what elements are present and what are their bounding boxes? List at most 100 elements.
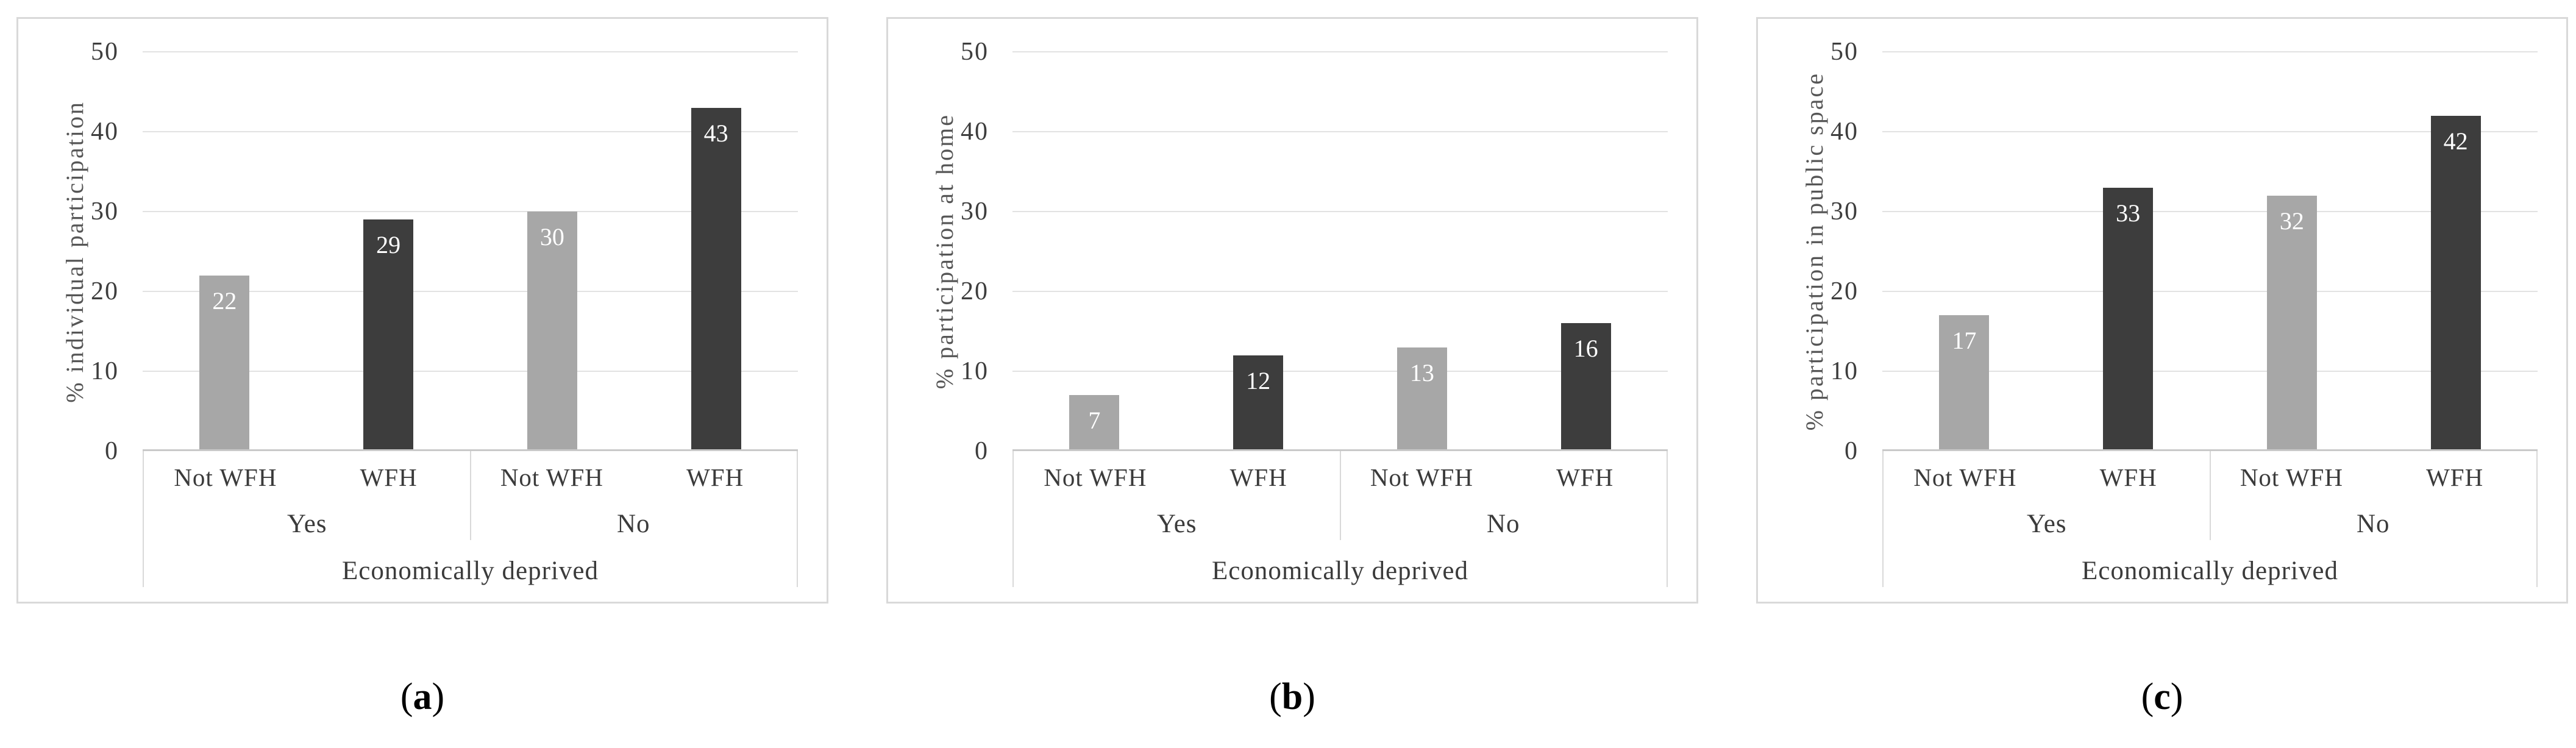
y-tick-label: 20 bbox=[1831, 277, 1859, 305]
chart-panel-a: % individual participation 0 10 20 30 40 50 2… bbox=[16, 17, 828, 604]
category-label: WFH bbox=[1229, 463, 1287, 491]
gridline bbox=[1882, 131, 2538, 132]
x-axis-line bbox=[1012, 449, 1668, 451]
category-label: Not WFH bbox=[1913, 463, 2017, 491]
y-tick-label: 20 bbox=[961, 277, 989, 305]
caption-letter: a bbox=[413, 676, 432, 718]
caption-a: (a) bbox=[16, 675, 828, 719]
bar-value-label: 22 bbox=[212, 287, 237, 315]
gridline bbox=[1882, 51, 2538, 52]
bar-value-label: 30 bbox=[539, 223, 564, 251]
bar-not-wfh-yes: 17 bbox=[1939, 315, 1990, 451]
bar-value-label: 17 bbox=[1952, 327, 1977, 355]
gridline bbox=[143, 51, 798, 52]
bars: 17 33 32 42 bbox=[1882, 52, 2538, 451]
bar-value-label: 7 bbox=[1088, 407, 1101, 435]
group-label: Yes bbox=[1156, 509, 1197, 538]
category-axis: Not WFH WFH Not WFH WFH Yes No Economica… bbox=[1012, 451, 1668, 587]
category-label: WFH bbox=[1556, 463, 1614, 491]
bar-not-wfh-no: 13 bbox=[1397, 347, 1447, 451]
gridline bbox=[1882, 211, 2538, 212]
gridline bbox=[1012, 51, 1668, 52]
group-row: Yes No bbox=[1014, 504, 1667, 544]
y-tick-label: 30 bbox=[91, 198, 119, 226]
x-axis-title: Economically deprived bbox=[2082, 557, 2338, 585]
y-tick-label: 0 bbox=[105, 437, 119, 465]
category-label: Not WFH bbox=[1044, 463, 1147, 491]
bar-value-label: 16 bbox=[1573, 335, 1598, 363]
bar-not-wfh-yes: 22 bbox=[199, 275, 250, 451]
bar-wfh-no: 16 bbox=[1560, 323, 1611, 451]
caption-letter: b bbox=[1281, 676, 1303, 718]
bar-value-label: 13 bbox=[1409, 358, 1434, 386]
y-axis-ticks: 0 10 20 30 40 50 bbox=[18, 39, 119, 464]
caption-paren: ( bbox=[2141, 676, 2154, 718]
group-label: No bbox=[1486, 509, 1520, 538]
y-tick-label: 0 bbox=[975, 437, 989, 465]
chart-panel-b: % participation at home 0 10 20 30 40 50 7 12 1… bbox=[886, 17, 1698, 604]
bar-wfh-no: 42 bbox=[2430, 115, 2481, 451]
bars: 22 29 30 43 bbox=[143, 52, 798, 451]
gridline bbox=[1012, 291, 1668, 292]
category-label: Not WFH bbox=[174, 463, 277, 491]
caption-b: (b) bbox=[886, 675, 1698, 719]
x-axis-title: Economically deprived bbox=[1212, 557, 1468, 585]
caption-paren: ( bbox=[400, 676, 413, 718]
captions-row: (a) (b) (c) bbox=[16, 675, 2568, 719]
category-axis: Not WFH WFH Not WFH WFH Yes No Economica… bbox=[143, 451, 798, 587]
y-axis-ticks: 0 10 20 30 40 50 bbox=[1758, 39, 1859, 464]
plot-area: 17 33 32 42 bbox=[1882, 51, 2538, 451]
group-label: Yes bbox=[2026, 509, 2067, 538]
x-axis-title: Economically deprived bbox=[342, 557, 599, 585]
bars: 7 12 13 16 bbox=[1012, 52, 1668, 451]
category-label: Not WFH bbox=[500, 463, 603, 491]
gridline bbox=[1012, 211, 1668, 212]
y-tick-label: 30 bbox=[961, 198, 989, 226]
bar-not-wfh-no: 30 bbox=[527, 212, 577, 451]
chart-panel-c: % participation in public space 0 10 20 30 4… bbox=[1756, 17, 2568, 604]
y-tick-label: 50 bbox=[1831, 38, 1859, 66]
y-tick-label: 40 bbox=[1831, 118, 1859, 146]
category-label: Not WFH bbox=[2240, 463, 2343, 491]
gridline bbox=[143, 291, 798, 292]
group-divider bbox=[1339, 451, 1341, 540]
category-label: Not WFH bbox=[1370, 463, 1473, 491]
x-axis-line bbox=[1882, 449, 2538, 451]
plot-area: 22 29 30 43 bbox=[143, 51, 798, 451]
category-row: Not WFH WFH Not WFH WFH bbox=[1884, 451, 2536, 504]
gridline bbox=[1012, 371, 1668, 372]
y-tick-label: 10 bbox=[91, 357, 119, 385]
group-divider bbox=[469, 451, 471, 540]
y-tick-label: 10 bbox=[1831, 357, 1859, 385]
category-axis: Not WFH WFH Not WFH WFH Yes No Economica… bbox=[1882, 451, 2538, 587]
y-tick-label: 40 bbox=[91, 118, 119, 146]
group-label: No bbox=[616, 509, 650, 538]
bar-value-label: 33 bbox=[2116, 199, 2141, 227]
y-tick-label: 40 bbox=[961, 118, 989, 146]
category-row: Not WFH WFH Not WFH WFH bbox=[144, 451, 797, 504]
x-axis-line bbox=[143, 449, 798, 451]
caption-paren: ) bbox=[1303, 676, 1315, 718]
group-label: Yes bbox=[286, 509, 327, 538]
category-row: Not WFH WFH Not WFH WFH bbox=[1014, 451, 1667, 504]
gridline bbox=[1012, 131, 1668, 132]
y-tick-label: 0 bbox=[1845, 437, 1859, 465]
caption-paren: ( bbox=[1269, 676, 1282, 718]
bar-value-label: 32 bbox=[2279, 207, 2304, 235]
group-row: Yes No bbox=[1884, 504, 2536, 544]
caption-paren: ) bbox=[432, 676, 445, 718]
y-axis-ticks: 0 10 20 30 40 50 bbox=[888, 39, 989, 464]
bar-wfh-yes: 33 bbox=[2103, 187, 2154, 451]
gridline bbox=[1882, 291, 2538, 292]
group-label: No bbox=[2356, 509, 2390, 538]
category-label: WFH bbox=[2099, 463, 2157, 491]
gridline bbox=[143, 371, 798, 372]
y-tick-label: 10 bbox=[961, 357, 989, 385]
category-label: WFH bbox=[2426, 463, 2484, 491]
bar-value-label: 29 bbox=[376, 231, 401, 259]
plot-area: 7 12 13 16 bbox=[1012, 51, 1668, 451]
gridline bbox=[143, 131, 798, 132]
caption-letter: c bbox=[2154, 676, 2171, 718]
caption-paren: ) bbox=[2170, 676, 2183, 718]
group-row: Yes No bbox=[144, 504, 797, 544]
